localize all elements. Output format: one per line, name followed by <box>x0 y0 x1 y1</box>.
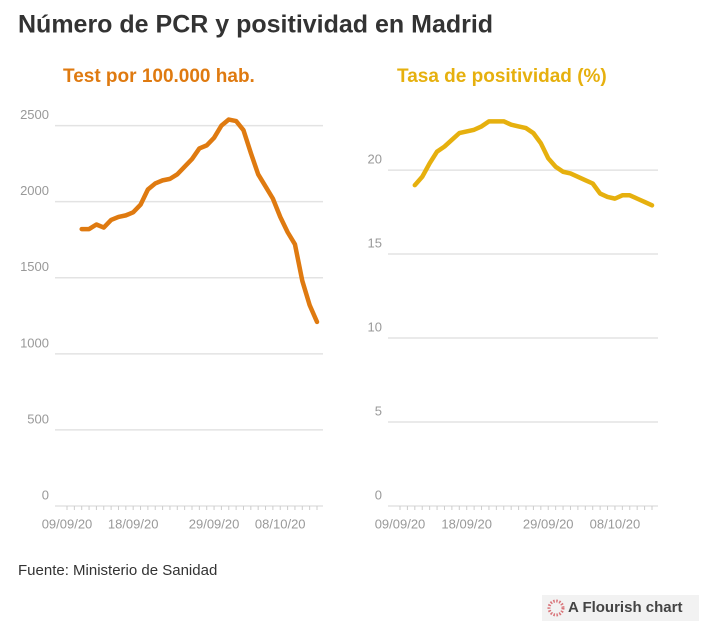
y-tick-label: 1000 <box>20 335 49 350</box>
page-title: Número de PCR y positividad en Madrid <box>18 11 493 39</box>
x-tick-label: 18/09/20 <box>441 516 492 531</box>
data-line <box>79 117 320 325</box>
source: Fuente: Ministerio de Sanidad <box>18 562 217 579</box>
x-tick-label: 09/09/20 <box>375 516 426 531</box>
y-tick-label: 0 <box>42 487 49 502</box>
credit-box[interactable] <box>542 595 699 621</box>
credit[interactable]: A Flourish chart <box>568 599 682 616</box>
y-tick-label: 0 <box>375 487 382 502</box>
x-tick-label: 09/09/20 <box>42 516 93 531</box>
subplot-title: Test por 100.000 hab. <box>63 66 255 87</box>
subplot-title: Tasa de positividad (%) <box>397 66 607 87</box>
x-tick-label: 29/09/20 <box>523 516 574 531</box>
y-tick-label: 1500 <box>20 259 49 274</box>
y-tick-label: 2000 <box>20 183 49 198</box>
x-tick-label: 08/10/20 <box>255 516 306 531</box>
x-tick-label: 18/09/20 <box>108 516 159 531</box>
x-tick-label: 29/09/20 <box>189 516 240 531</box>
y-tick-label: 20 <box>368 152 382 167</box>
y-tick-label: 2500 <box>20 107 49 122</box>
credit-icon <box>547 599 565 617</box>
x-tick-label: 08/10/20 <box>590 516 641 531</box>
y-tick-label: 5 <box>375 403 382 418</box>
y-tick-label: 500 <box>27 411 49 426</box>
y-tick-label: 10 <box>368 319 382 334</box>
data-line <box>412 119 655 208</box>
y-tick-label: 15 <box>368 235 382 250</box>
